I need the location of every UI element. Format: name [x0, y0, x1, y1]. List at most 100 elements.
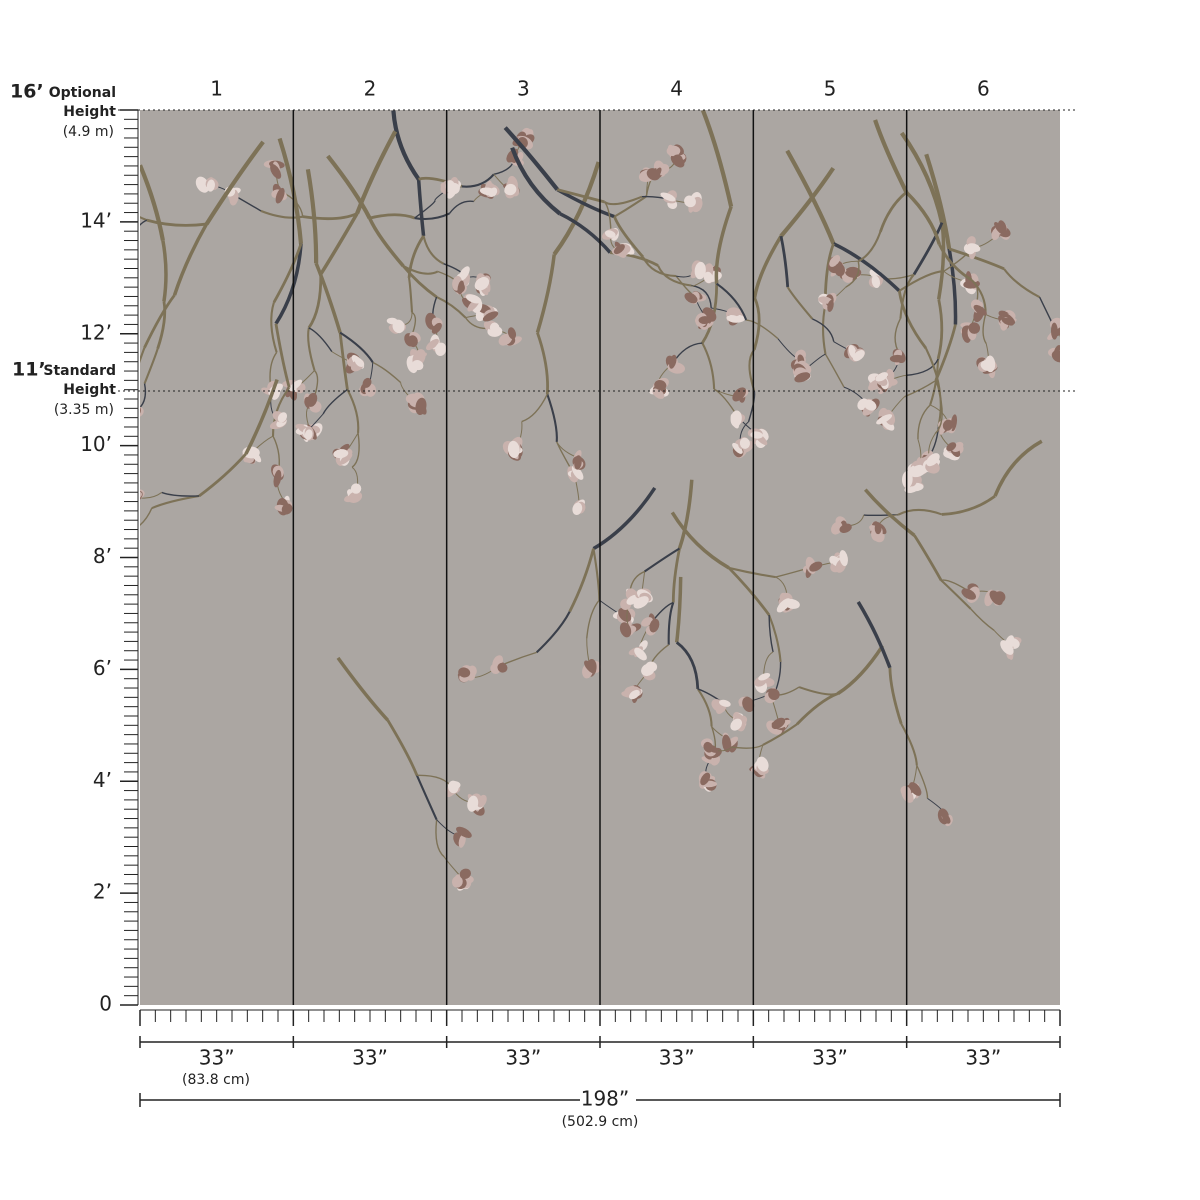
petal — [125, 250, 137, 259]
petal — [117, 420, 133, 437]
branch — [546, 393, 558, 442]
branch — [675, 641, 700, 689]
petal — [732, 442, 743, 454]
petal — [41, 184, 54, 200]
branch — [779, 235, 790, 288]
petal — [459, 868, 471, 879]
branch — [641, 256, 677, 278]
branch — [314, 262, 342, 334]
branch — [151, 494, 200, 510]
branch — [613, 195, 648, 218]
petal — [33, 177, 47, 191]
height-label: 0 — [99, 992, 112, 1016]
standard-label2: Height — [63, 382, 116, 398]
branch — [905, 191, 941, 245]
branch — [556, 188, 605, 204]
branch — [355, 130, 398, 215]
petal — [889, 354, 905, 363]
petal — [445, 180, 456, 194]
branch — [414, 200, 436, 219]
total-width-metric: (502.9 cm) — [562, 1114, 639, 1130]
petal — [474, 277, 490, 291]
petal — [571, 465, 584, 480]
petal — [38, 181, 56, 195]
height-label: 2’ — [93, 880, 112, 904]
petal — [818, 296, 832, 304]
branch — [696, 688, 713, 727]
petal — [831, 521, 843, 535]
petal — [456, 826, 472, 838]
petal — [613, 244, 625, 255]
standard-metric: (3.35 m) — [54, 402, 114, 418]
petal — [641, 663, 655, 677]
petal — [827, 299, 834, 312]
petal — [649, 618, 660, 633]
petal — [618, 607, 632, 622]
petal — [604, 230, 616, 238]
petal — [809, 561, 823, 572]
petal — [829, 255, 841, 267]
petal — [732, 387, 747, 402]
optional-feet: 16’ — [10, 81, 44, 103]
height-label: 4’ — [93, 768, 112, 792]
branch — [603, 201, 612, 231]
petal — [489, 322, 500, 333]
petal — [634, 647, 647, 661]
optional-metric: (4.9 m) — [63, 124, 114, 140]
branch — [391, 110, 421, 181]
optional-label2: Height — [63, 104, 116, 120]
height-label: 12’ — [80, 320, 112, 344]
petal — [458, 266, 470, 281]
branch — [613, 216, 644, 258]
branch — [568, 548, 595, 613]
branch — [906, 358, 939, 377]
branch — [821, 305, 827, 355]
petal — [479, 187, 497, 196]
petal — [116, 239, 133, 257]
petal — [38, 176, 54, 194]
branch — [982, 314, 987, 345]
branch — [271, 387, 291, 437]
branch — [731, 744, 764, 749]
optional-label: Optional — [49, 85, 116, 101]
branch — [857, 231, 882, 263]
branch — [351, 432, 360, 468]
branch — [146, 218, 207, 227]
petal — [703, 271, 713, 284]
branch — [272, 243, 303, 303]
petal — [35, 176, 45, 188]
petal — [629, 689, 640, 700]
petal — [504, 183, 517, 196]
branch — [752, 296, 761, 351]
branch — [900, 723, 918, 766]
branch — [503, 126, 559, 191]
petal — [726, 315, 740, 323]
branch — [319, 212, 359, 276]
petal — [739, 437, 750, 449]
branch — [143, 348, 159, 384]
petal — [457, 280, 465, 295]
petal — [458, 667, 471, 678]
panel-number: 2 — [364, 77, 377, 101]
branch — [824, 353, 845, 388]
petal — [407, 335, 418, 348]
branch — [670, 511, 730, 570]
petal — [281, 503, 293, 515]
branch — [993, 439, 1043, 497]
petal — [431, 322, 442, 334]
petal — [871, 275, 881, 289]
branch — [436, 296, 467, 319]
petal — [727, 307, 741, 317]
branch — [667, 602, 675, 645]
branch — [897, 508, 943, 516]
petal — [909, 464, 927, 478]
branch — [941, 494, 996, 516]
branch — [140, 219, 148, 226]
petal — [467, 795, 479, 812]
branch — [156, 301, 167, 350]
branch — [779, 166, 836, 238]
branch — [917, 404, 931, 440]
branch — [140, 216, 148, 222]
branch — [305, 168, 319, 264]
branch — [863, 514, 899, 517]
